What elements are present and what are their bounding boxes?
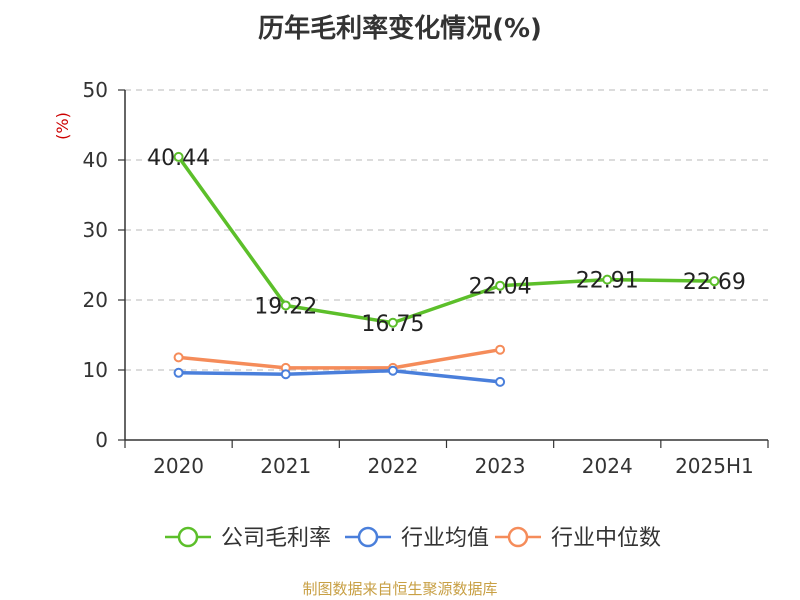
- data-point: [280, 300, 291, 311]
- x-tick-label: 2023: [475, 454, 526, 478]
- data-label: 16.75: [361, 312, 424, 337]
- legend-label: 行业均值: [401, 526, 489, 551]
- y-tick-label: 30: [83, 218, 108, 242]
- data-point: [173, 352, 184, 363]
- legend-label: 行业中位数: [551, 526, 661, 551]
- legend-marker: [357, 526, 379, 548]
- data-point: [173, 151, 184, 162]
- data-point: [495, 344, 506, 355]
- series-line: [177, 155, 715, 325]
- data-label: 22.91: [576, 269, 639, 294]
- legend-item: 行业均值: [345, 526, 489, 551]
- x-tick-label: 2025H1: [675, 454, 754, 478]
- legend-marker: [177, 526, 199, 548]
- data-point: [173, 367, 184, 378]
- data-point: [387, 365, 398, 376]
- series-1: [173, 151, 720, 328]
- axes: 0 10 20 30 40 50 2020 2021 2022 2023 2024 2025H1: [83, 78, 769, 478]
- chart-title: 历年毛利率变化情况(%): [258, 14, 542, 44]
- series-2: [173, 365, 506, 387]
- y-tick-label: 50: [83, 78, 108, 102]
- legend-marker: [507, 526, 529, 548]
- legend: 公司毛利率 行业均值 行业中位数: [165, 526, 661, 551]
- data-point: [387, 317, 398, 328]
- legend-label: 公司毛利率: [221, 526, 331, 551]
- data-label: 22.69: [683, 270, 746, 295]
- data-label: 19.22: [254, 294, 317, 319]
- y-tick-label: 40: [83, 148, 108, 172]
- data-point: [495, 280, 506, 291]
- data-point: [495, 376, 506, 387]
- y-tick-label: 0: [95, 428, 108, 452]
- data-point: [280, 369, 291, 380]
- data-label: 22.04: [469, 275, 532, 300]
- x-tick-label: 2021: [260, 454, 311, 478]
- series-3: [173, 344, 506, 373]
- legend-item: 行业中位数: [495, 526, 661, 551]
- y-axis-title: (%): [53, 112, 72, 140]
- y-tick-label: 20: [83, 288, 108, 312]
- series-line: [178, 347, 501, 370]
- x-tick-label: 2020: [153, 454, 204, 478]
- data-source-note: 制图数据来自恒生聚源数据库: [302, 580, 498, 598]
- data-label: 40.44: [147, 146, 210, 171]
- data-labels: 40.44 19.22 16.75 22.04 22.91 22.69: [147, 146, 746, 337]
- series-lines: [173, 151, 720, 387]
- y-tick-label: 10: [83, 358, 108, 382]
- data-point: [602, 274, 613, 285]
- x-tick-label: 2022: [367, 454, 418, 478]
- series-line: [178, 368, 501, 384]
- data-point: [709, 276, 720, 287]
- grid-lines: [125, 89, 768, 371]
- legend-item: 公司毛利率: [165, 526, 331, 551]
- x-tick-label: 2024: [582, 454, 633, 478]
